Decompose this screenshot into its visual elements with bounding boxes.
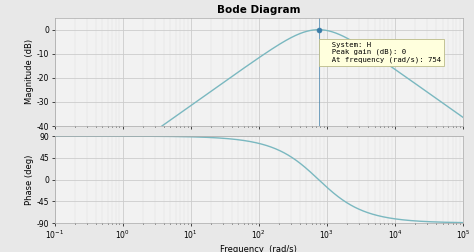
Title: Bode Diagram: Bode Diagram xyxy=(217,6,301,15)
Text: System: H
  Peak gain (dB): 0
  At frequency (rad/s): 754: System: H Peak gain (dB): 0 At frequency… xyxy=(323,42,441,63)
Y-axis label: Phase (deg): Phase (deg) xyxy=(25,154,34,205)
X-axis label: Frequency  (rad/s): Frequency (rad/s) xyxy=(220,245,297,252)
Y-axis label: Magnitude (dB): Magnitude (dB) xyxy=(25,39,34,104)
